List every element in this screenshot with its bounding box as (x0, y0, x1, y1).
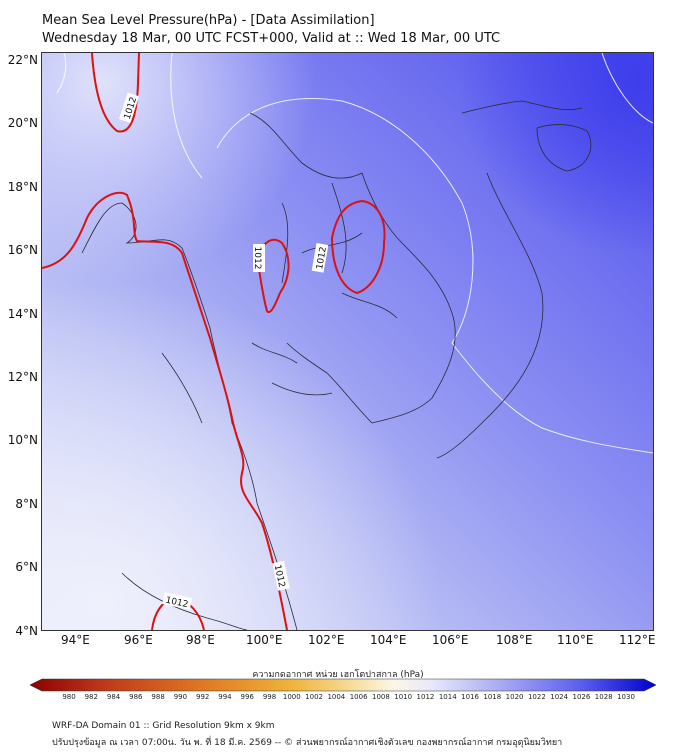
contour-label: 1012 (252, 244, 265, 272)
svg-text:1012: 1012 (315, 246, 329, 270)
lat-label: 16°N (7, 243, 38, 257)
colorbar-tick-label: 1024 (550, 693, 569, 701)
chart-title: Mean Sea Level Pressure(hPa) - [Data Ass… (42, 13, 375, 28)
colorbar (30, 678, 656, 692)
pressure-map: 1012 1012 1012 1012 1012 (41, 52, 654, 631)
svg-text:1012: 1012 (252, 247, 262, 270)
contour-label: 1012 (311, 242, 329, 273)
colorbar-title: ความกดอากาศ หน่วย เฮกโตปาสกาล (hPa) (252, 670, 424, 680)
footer-credit: ปรับปรุงข้อมูล ณ เวลา 07:00น. วัน พ. ที่… (52, 738, 563, 748)
colorbar-tick-label: 998 (262, 693, 277, 701)
contour-label: 1012 (162, 592, 193, 611)
colorbar-tick-label: 1026 (572, 693, 591, 701)
lat-label: 20°N (7, 116, 38, 130)
lon-label: 108°E (496, 633, 533, 647)
isobar-lines (56, 53, 653, 454)
colorbar-tick-label: 990 (173, 693, 188, 701)
lon-label: 102°E (308, 633, 345, 647)
colorbar-tick-label: 992 (195, 693, 210, 701)
lon-label: 100°E (246, 633, 283, 647)
lon-label: 112°E (619, 633, 656, 647)
colorbar-tick-label: 980 (62, 693, 76, 701)
colorbar-tick-label: 1018 (483, 693, 502, 701)
colorbar-tick-label: 1022 (527, 693, 546, 701)
lat-label: 22°N (7, 53, 38, 67)
lon-label: 104°E (370, 633, 407, 647)
chart-subtitle: Wednesday 18 Mar, 00 UTC FCST+000, Valid… (42, 31, 501, 46)
lon-label: 98°E (186, 633, 215, 647)
colorbar-tick-label: 1016 (461, 693, 479, 701)
lat-label: 6°N (15, 560, 38, 574)
colorbar-tick-label: 984 (106, 693, 121, 701)
colorbar-tick-label: 1000 (282, 693, 301, 701)
lon-label: 96°E (124, 633, 153, 647)
colorbar-tick-label: 1028 (594, 693, 613, 701)
colorbar-tick-label: 988 (151, 693, 165, 701)
colorbar-tick-label: 1030 (617, 693, 635, 701)
svg-text:1012: 1012 (272, 564, 287, 588)
colorbar-tick-label: 994 (218, 693, 232, 701)
lat-label: 14°N (7, 307, 38, 321)
colorbar-tick-label: 1020 (505, 693, 524, 701)
lat-label: 4°N (15, 624, 38, 638)
lat-label: 10°N (7, 433, 38, 447)
lat-label: 12°N (7, 370, 38, 384)
svg-text:1012: 1012 (165, 596, 189, 611)
lon-label: 106°E (432, 633, 469, 647)
colorbar-tick-label: 982 (84, 693, 98, 701)
lat-label: 8°N (15, 497, 38, 511)
colorbar-tick-label: 1006 (349, 693, 368, 701)
colorbar-tick-label: 1014 (438, 693, 457, 701)
contour-label: 1012 (272, 560, 290, 591)
isobar-1012 (42, 53, 386, 630)
lat-label: 18°N (7, 180, 38, 194)
lon-label: 94°E (61, 633, 90, 647)
colorbar-tick-label: 1002 (305, 693, 323, 701)
colorbar-tick-label: 996 (240, 693, 254, 701)
colorbar-tick-label: 1012 (416, 693, 435, 701)
lon-label: 110°E (557, 633, 594, 647)
colorbar-ticks: 980 982 984 986 988 990 992 994 996 998 1000 1002 10… (0, 693, 676, 705)
coastlines (81, 100, 592, 630)
colorbar-tick-label: 1010 (394, 693, 413, 701)
footer-model-info: WRF-DA Domain 01 :: Grid Resolution 9km … (52, 721, 275, 731)
colorbar-tick-label: 986 (129, 693, 143, 701)
colorbar-tick-label: 1008 (371, 693, 390, 701)
colorbar-tick-label: 1004 (327, 693, 346, 701)
